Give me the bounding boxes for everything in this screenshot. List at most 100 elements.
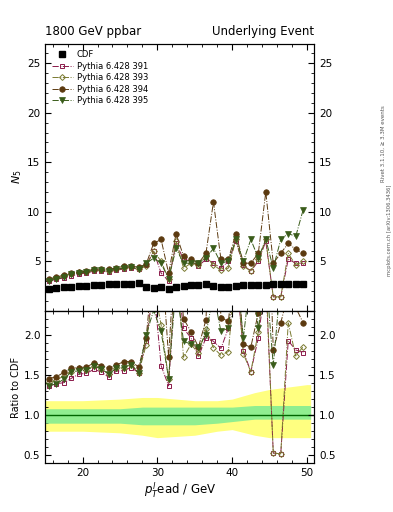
Pythia 6.428 391	[69, 273, 74, 279]
Pythia 6.428 391	[181, 256, 186, 262]
Pythia 6.428 391	[211, 260, 216, 266]
Pythia 6.428 395	[241, 258, 246, 264]
Pythia 6.428 395	[69, 271, 74, 277]
Pythia 6.428 391	[189, 258, 193, 264]
Pythia 6.428 393	[219, 267, 223, 273]
Pythia 6.428 395	[136, 266, 141, 272]
Pythia 6.428 393	[278, 294, 283, 300]
Pythia 6.428 394	[293, 246, 298, 252]
Pythia 6.428 394	[286, 240, 290, 246]
Pythia 6.428 391	[174, 240, 178, 246]
Pythia 6.428 393	[47, 277, 51, 283]
Pythia 6.428 395	[114, 266, 119, 272]
Pythia 6.428 391	[166, 278, 171, 284]
Pythia 6.428 394	[196, 260, 201, 266]
Text: mcplots.cern.ch [arXiv:1306.3436]: mcplots.cern.ch [arXiv:1306.3436]	[387, 185, 391, 276]
CDF	[77, 283, 81, 289]
Pythia 6.428 393	[301, 258, 305, 264]
Pythia 6.428 395	[47, 278, 51, 284]
Pythia 6.428 394	[84, 268, 89, 274]
CDF	[99, 282, 104, 288]
Pythia 6.428 393	[189, 260, 193, 266]
Pythia 6.428 394	[136, 264, 141, 270]
Pythia 6.428 393	[174, 239, 178, 245]
Pythia 6.428 395	[301, 207, 305, 213]
Pythia 6.428 394	[301, 250, 305, 257]
Pythia 6.428 391	[256, 258, 261, 264]
CDF	[121, 281, 126, 287]
Pythia 6.428 395	[196, 260, 201, 266]
Pythia 6.428 393	[107, 268, 111, 274]
Pythia 6.428 394	[62, 272, 66, 278]
Pythia 6.428 391	[129, 265, 134, 271]
Pythia 6.428 395	[189, 260, 193, 266]
Pythia 6.428 395	[107, 268, 111, 274]
Pythia 6.428 391	[62, 275, 66, 281]
Text: Underlying Event: Underlying Event	[212, 26, 314, 38]
Pythia 6.428 395	[204, 255, 208, 261]
Pythia 6.428 394	[107, 266, 111, 272]
Pythia 6.428 393	[181, 265, 186, 271]
CDF	[256, 283, 261, 289]
CDF	[129, 281, 134, 287]
Pythia 6.428 391	[151, 248, 156, 254]
Legend: CDF, Pythia 6.428 391, Pythia 6.428 393, Pythia 6.428 394, Pythia 6.428 395: CDF, Pythia 6.428 391, Pythia 6.428 393,…	[50, 48, 151, 108]
Pythia 6.428 391	[226, 258, 231, 264]
CDF	[263, 282, 268, 288]
Pythia 6.428 394	[174, 230, 178, 237]
CDF	[278, 281, 283, 287]
Pythia 6.428 393	[248, 268, 253, 274]
CDF	[196, 282, 201, 288]
Pythia 6.428 394	[99, 266, 104, 272]
Pythia 6.428 395	[278, 237, 283, 243]
Pythia 6.428 395	[92, 267, 96, 273]
Pythia 6.428 391	[47, 278, 51, 284]
CDF	[204, 282, 208, 288]
Pythia 6.428 395	[286, 230, 290, 237]
Pythia 6.428 395	[121, 265, 126, 271]
Pythia 6.428 393	[62, 273, 66, 279]
Pythia 6.428 391	[136, 266, 141, 272]
Pythia 6.428 391	[286, 256, 290, 262]
Pythia 6.428 394	[226, 256, 231, 262]
Pythia 6.428 393	[54, 275, 59, 281]
Pythia 6.428 393	[121, 265, 126, 271]
Y-axis label: $N_5$: $N_5$	[11, 170, 24, 184]
CDF	[166, 286, 171, 292]
CDF	[219, 284, 223, 290]
CDF	[136, 281, 141, 287]
Pythia 6.428 393	[144, 263, 149, 269]
Pythia 6.428 394	[189, 256, 193, 262]
Pythia 6.428 395	[263, 237, 268, 243]
Pythia 6.428 394	[233, 230, 238, 237]
CDF	[114, 282, 119, 288]
Pythia 6.428 394	[219, 256, 223, 262]
Pythia 6.428 395	[99, 267, 104, 273]
Pythia 6.428 393	[256, 256, 261, 262]
Pythia 6.428 391	[263, 239, 268, 245]
Pythia 6.428 393	[286, 250, 290, 257]
Pythia 6.428 395	[129, 264, 134, 270]
Pythia 6.428 391	[278, 294, 283, 300]
Pythia 6.428 393	[204, 253, 208, 260]
Pythia 6.428 395	[271, 265, 275, 271]
Pythia 6.428 394	[129, 263, 134, 269]
Pythia 6.428 395	[233, 237, 238, 243]
CDF	[226, 284, 231, 290]
CDF	[211, 283, 216, 289]
Pythia 6.428 394	[181, 253, 186, 260]
Pythia 6.428 394	[263, 189, 268, 195]
Pythia 6.428 394	[54, 274, 59, 280]
Pythia 6.428 394	[47, 276, 51, 282]
Pythia 6.428 393	[271, 294, 275, 300]
Pythia 6.428 394	[271, 260, 275, 266]
Pythia 6.428 393	[241, 263, 246, 269]
Pythia 6.428 394	[278, 250, 283, 257]
Pythia 6.428 391	[233, 239, 238, 245]
Pythia 6.428 391	[99, 268, 104, 274]
CDF	[174, 284, 178, 290]
CDF	[92, 283, 96, 289]
CDF	[62, 284, 66, 290]
Pythia 6.428 394	[166, 270, 171, 276]
Pythia 6.428 395	[211, 245, 216, 251]
